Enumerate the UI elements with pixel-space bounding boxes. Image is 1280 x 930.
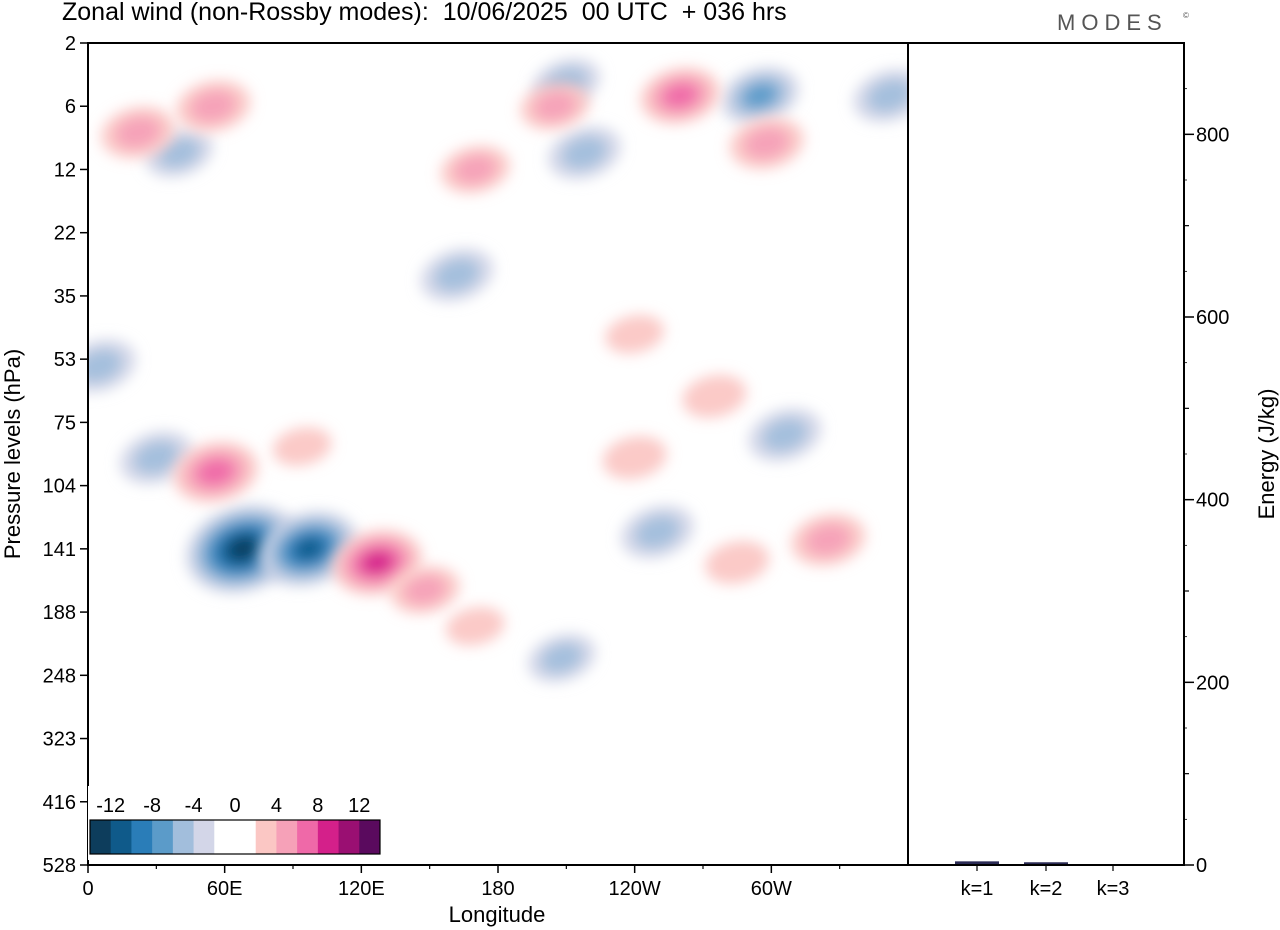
heatmap-feature	[605, 314, 665, 354]
x-tick-label: 60E	[207, 878, 243, 900]
colorbar-swatch	[338, 820, 360, 854]
x-tick-label: 120W	[609, 878, 661, 900]
heatmap-feature	[705, 541, 770, 584]
energy-axis: 0 200 400 600 800	[1184, 88, 1229, 877]
colorbar-swatch	[235, 820, 257, 854]
x-tick-label: 120E	[338, 878, 385, 900]
y-tick-label: 2	[65, 33, 76, 55]
x-tick-label: 60W	[751, 878, 792, 900]
y-tick-label: 104	[43, 476, 76, 498]
colorbar: -12 -8 -4 0 4 8 12	[88, 786, 382, 860]
colorbar-swatch	[317, 820, 340, 854]
modes-logo: MODES	[1057, 10, 1168, 35]
energy-bar	[955, 861, 999, 865]
y-tick-label: 188	[43, 602, 76, 624]
colorbar-swatch	[90, 820, 112, 854]
energy-bar-chart: k=1 k=2 k=3	[955, 861, 1135, 900]
colorbar-swatch	[131, 820, 153, 854]
y-axis-title: Pressure levels (hPa)	[0, 349, 25, 559]
heatmap-feature	[853, 69, 908, 123]
heatmap-feature	[440, 145, 510, 194]
y-tick-label: 75	[54, 412, 76, 434]
colorbar-swatch	[214, 820, 236, 854]
energy-axis-title: Energy (J/kg)	[1254, 389, 1279, 520]
colorbar-label: 12	[348, 795, 370, 817]
y-tick-label: 248	[43, 665, 76, 687]
heatmap-feature	[176, 80, 251, 133]
energy-tick-label: 800	[1196, 124, 1229, 146]
x-tick-label: 180	[481, 878, 514, 900]
colorbar-label: -4	[185, 795, 203, 817]
y-tick-label: 6	[65, 96, 76, 118]
energy-bar	[1024, 862, 1068, 865]
colorbar-swatch	[255, 820, 277, 854]
colorbar-label: 0	[229, 795, 240, 817]
colorbar-border	[89, 819, 381, 855]
heatmap-field	[88, 58, 908, 683]
energy-tick-label: 600	[1196, 307, 1229, 329]
heatmap-feature	[173, 441, 258, 503]
x-tick-label: 0	[82, 878, 93, 900]
heatmap-feature	[547, 126, 622, 180]
y-tick-label: 12	[54, 159, 76, 181]
y-tick-label: 22	[54, 223, 76, 245]
colorbar-swatch	[193, 820, 215, 854]
colorbar-label: -12	[96, 795, 125, 817]
heatmap-feature	[390, 566, 460, 614]
energy-category-label: k=2	[1030, 878, 1063, 900]
heatmap-feature	[420, 248, 494, 302]
heatmap-feature	[791, 513, 866, 566]
y-axis: 2 6 12 22 35 53 75 104 141 188 248 323 416 528	[43, 33, 88, 877]
heatmap-feature	[100, 106, 176, 159]
colorbar-swatch	[110, 820, 132, 854]
energy-tick-label: 400	[1196, 490, 1229, 512]
colorbar-label: 8	[312, 795, 323, 817]
heatmap-feature	[640, 67, 720, 124]
heatmap-feature	[272, 427, 332, 466]
heatmap-feature	[682, 374, 747, 418]
y-tick-label: 35	[54, 286, 76, 308]
heatmap-feature	[729, 117, 804, 170]
heatmap-feature	[527, 633, 596, 683]
colorbar-label: -8	[143, 795, 161, 817]
heatmap-feature	[602, 436, 667, 480]
heatmap-feature	[720, 66, 800, 125]
colorbar-swatch	[297, 820, 319, 854]
energy-frame	[907, 42, 1185, 866]
x-axis-title: Longitude	[449, 902, 546, 927]
energy-category-label: k=1	[961, 878, 994, 900]
heatmap-feature	[520, 82, 590, 130]
energy-category-label: k=3	[1097, 878, 1130, 900]
y-tick-label: 141	[43, 539, 76, 561]
colorbar-swatch	[172, 820, 195, 854]
colorbar-swatch	[359, 820, 381, 854]
colorbar-swatch	[276, 820, 298, 854]
heatmap-feature	[332, 529, 423, 595]
y-tick-label: 323	[43, 729, 76, 751]
x-axis: 0 60E 120E 180 120W 60W	[82, 865, 841, 900]
copyright-mark: ©	[1183, 11, 1189, 20]
energy-tick-label: 200	[1196, 672, 1229, 694]
heatmap-feature	[445, 606, 505, 646]
chart-title: Zonal wind (non-Rossby modes): 10/06/202…	[62, 0, 787, 26]
y-tick-label: 53	[54, 349, 76, 371]
colorbar-swatch	[152, 820, 174, 854]
energy-tick-label: 0	[1196, 855, 1207, 877]
heatmap-feature	[620, 505, 695, 559]
colorbar-label: 4	[271, 795, 282, 817]
y-tick-label: 416	[43, 792, 76, 814]
y-tick-label: 528	[43, 855, 76, 877]
heatmap-feature	[748, 408, 822, 462]
